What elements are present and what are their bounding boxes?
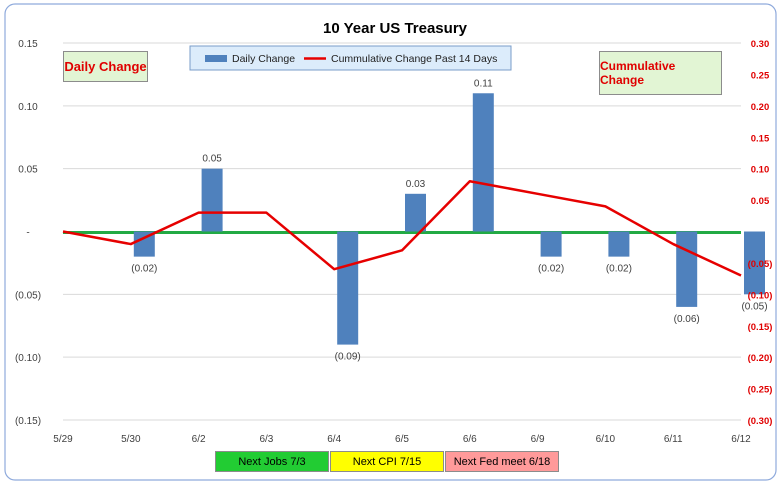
x-tick-label: 6/4: [327, 434, 341, 445]
x-tick-label: 6/11: [664, 434, 683, 445]
bar-data-label: (0.02): [606, 264, 632, 275]
bar: [133, 231, 155, 257]
x-tick-label: 6/5: [395, 434, 409, 445]
right-tick-label: 0.20: [751, 102, 770, 113]
right-tick-label: (0.30): [748, 416, 773, 427]
bar: [337, 231, 359, 345]
event-next-fed: Next Fed meet 6/18: [445, 451, 559, 472]
bar-data-labels: (0.02) 0.05 (0.09) 0.03 0.11 (0.02) (0.02) (0.0…: [131, 78, 767, 362]
legend-box: [189, 45, 512, 71]
right-tick-label: (0.15): [748, 322, 773, 333]
right-tick-label: 0.30: [751, 39, 770, 50]
x-tick-label: 6/10: [596, 434, 616, 445]
x-tick-label: 6/2: [192, 434, 206, 445]
left-tick-label: (0.05): [15, 290, 41, 301]
bar-data-label: (0.09): [335, 352, 361, 363]
legend-bar-swatch: [205, 55, 227, 62]
left-tick-label: -: [26, 228, 29, 239]
x-axis-ticks: 5/29 5/30 6/2 6/3 6/4 6/5 6/6 6/9 6/10 6/11 6/12: [53, 434, 751, 445]
event-next-jobs: Next Jobs 7/3: [215, 451, 329, 472]
bar-data-label: (0.02): [538, 264, 564, 275]
right-tick-label: 0.25: [751, 70, 770, 81]
chart-border: [4, 3, 777, 481]
right-axis-ticks: 0.30 0.25 0.20 0.15 0.10 0.05 (0.05) (0.10) (0.1…: [748, 39, 773, 427]
bar-data-label: (0.06): [674, 314, 700, 325]
right-tick-label: 0.15: [751, 133, 770, 144]
daily-change-label: Daily Change: [63, 51, 148, 82]
left-tick-label: (0.10): [15, 353, 41, 364]
bar-data-label: 0.11: [474, 78, 493, 89]
left-tick-label: 0.10: [18, 102, 38, 113]
bar-data-label: (0.05): [741, 301, 767, 312]
bar: [676, 231, 698, 307]
legend-bar-label: Daily Change: [232, 53, 295, 65]
bar: [540, 231, 562, 257]
bar: [201, 168, 223, 232]
right-tick-label: (0.05): [748, 259, 773, 270]
bar: [405, 193, 426, 232]
left-tick-label: 0.05: [18, 165, 38, 176]
x-tick-label: 5/29: [53, 434, 73, 445]
x-tick-label: 6/12: [731, 434, 751, 445]
x-tick-label: 6/6: [463, 434, 477, 445]
right-tick-label: (0.20): [748, 353, 773, 364]
legend-line-label: Cummulative Change Past 14 Days: [331, 53, 497, 65]
x-tick-label: 5/30: [121, 434, 141, 445]
bar: [744, 231, 765, 295]
bar: [608, 231, 630, 257]
right-tick-label: 0.05: [751, 196, 770, 207]
cumulative-change-label: Cummulative Change: [599, 51, 722, 95]
bar-data-label: 0.05: [202, 154, 222, 165]
bars-group: [133, 93, 765, 345]
x-tick-label: 6/3: [259, 434, 273, 445]
gridlines: [63, 42, 741, 421]
bar-data-label: (0.02): [131, 264, 157, 275]
right-tick-label: 0.10: [751, 165, 770, 176]
left-tick-label: (0.15): [15, 416, 41, 427]
left-axis-ticks: 0.15 0.10 0.05 - (0.05) (0.10) (0.15): [15, 39, 41, 427]
left-tick-label: 0.15: [18, 39, 38, 50]
legend: Daily Change Cummulative Change Past 14 …: [189, 45, 512, 71]
cumulative-line: [62, 179, 742, 277]
bar-data-label: 0.03: [406, 179, 426, 190]
chart-title: 10 Year US Treasury: [323, 20, 468, 37]
bar: [472, 93, 494, 232]
right-tick-label: (0.10): [748, 290, 773, 301]
event-next-cpi: Next CPI 7/15: [330, 451, 444, 472]
right-tick-label: (0.25): [748, 385, 773, 396]
x-tick-label: 6/9: [531, 434, 545, 445]
